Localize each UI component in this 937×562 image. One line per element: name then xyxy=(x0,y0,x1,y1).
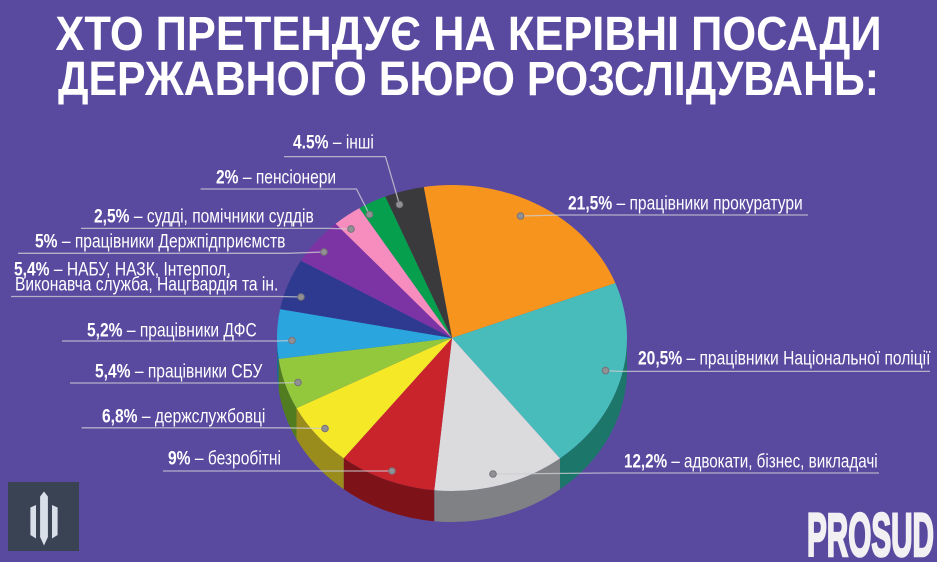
svg-text:PROSUD: PROSUD xyxy=(807,501,934,562)
